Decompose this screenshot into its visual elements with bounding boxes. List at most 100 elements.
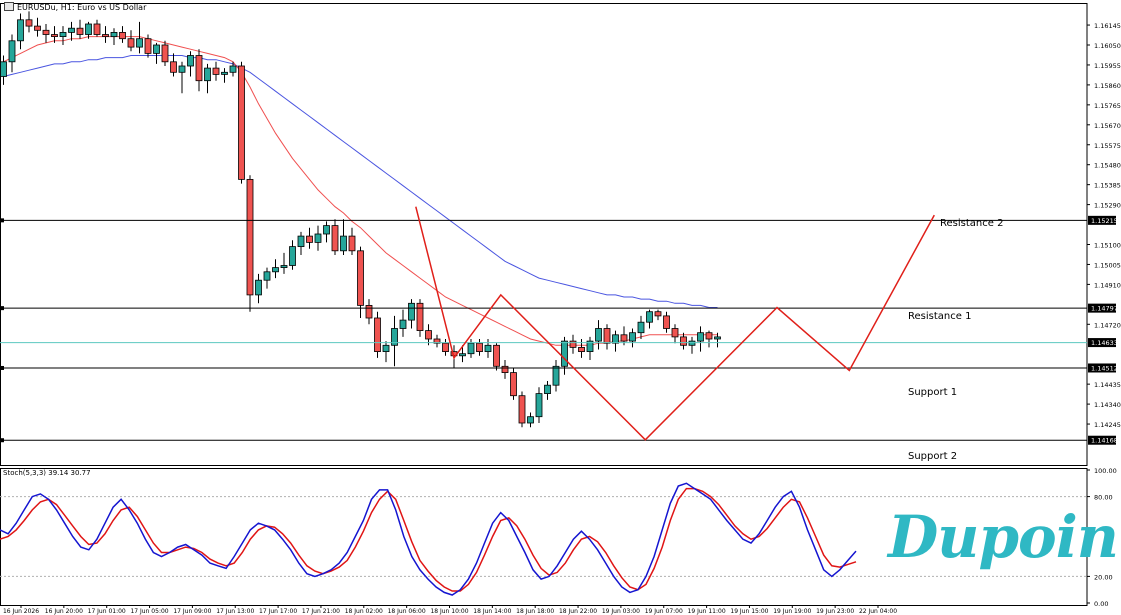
price-tick-label: 1.14245 <box>1094 421 1121 429</box>
candle-body <box>280 265 288 268</box>
candle-body <box>110 32 118 38</box>
candle-body <box>620 334 628 342</box>
candle-body <box>612 334 619 344</box>
candle-body <box>297 235 305 248</box>
candle <box>442 339 449 356</box>
symbol-title: EURUSDu, H1: Euro vs US Dollar <box>17 3 147 12</box>
candle <box>289 240 296 270</box>
price-badge-label: 1.15215 <box>1091 217 1118 225</box>
candle-body <box>102 34 109 37</box>
time-axis: 16 Jun 2026 16 Jun 20:00 17 Jun 01:00 17 Ju… <box>3 605 897 615</box>
candle-body <box>153 44 160 54</box>
candle-body <box>263 271 271 281</box>
candle <box>603 324 611 350</box>
candle <box>25 11 33 33</box>
candle-body <box>654 311 662 317</box>
candle-body <box>25 19 33 27</box>
ma-slow-line <box>3 55 718 308</box>
candle <box>8 34 16 73</box>
stoch-tick-label: 80.00 <box>1094 494 1113 502</box>
candle-body <box>34 25 41 31</box>
price-badge-label: 1.14512 <box>1091 364 1118 372</box>
candle-body <box>51 34 58 37</box>
resistance-2-label: Resistance 2 <box>940 218 1004 229</box>
candle <box>535 387 543 423</box>
candle-body <box>680 336 687 346</box>
candle <box>340 219 347 255</box>
price-badge-label: 1.14168 <box>1091 437 1118 445</box>
candle <box>552 360 560 392</box>
candle <box>0 55 7 85</box>
price-tick-label: 1.14720 <box>1094 321 1121 329</box>
candle-body <box>646 311 653 323</box>
candle <box>569 334 577 354</box>
candle-body <box>688 340 696 346</box>
candle-body <box>93 23 101 35</box>
candle-body <box>59 32 67 38</box>
candle-body <box>340 235 347 252</box>
projection-path <box>415 206 935 441</box>
support-2-label: Support 2 <box>908 451 958 462</box>
candle-body <box>204 67 211 82</box>
candle <box>314 225 322 251</box>
stoch-panel-frame <box>0 468 1088 606</box>
candle <box>85 21 92 39</box>
time-tick-label: 17 Jun 05:00 <box>130 608 168 615</box>
time-tick-label: 19 Jun 11:00 <box>688 608 726 615</box>
candle-body <box>510 372 517 397</box>
candle-body <box>586 340 594 353</box>
candle-body <box>518 395 526 424</box>
candle-body <box>289 246 296 266</box>
time-tick-label: 18 Jun 18:00 <box>516 608 554 615</box>
price-tick-label: 1.15670 <box>1094 122 1121 130</box>
candle <box>425 324 432 346</box>
price-tick-label: 1.15860 <box>1094 82 1121 90</box>
time-tick-label: 16 Jun 20:00 <box>45 608 83 615</box>
time-tick-label: 17 Jun 17:00 <box>259 608 297 615</box>
resistance-1-label: Resistance 1 <box>908 311 972 322</box>
price-tick-label: 1.14910 <box>1094 281 1121 289</box>
candle <box>221 68 228 83</box>
price-tick-label: 1.16050 <box>1094 42 1121 50</box>
time-tick-label: 19 Jun 15:00 <box>730 608 768 615</box>
price-badge <box>1088 338 1116 348</box>
candle <box>136 21 143 54</box>
price-badge-label: 1.14797 <box>1091 305 1118 313</box>
candle <box>280 252 288 274</box>
candle <box>493 343 500 371</box>
candle-body <box>68 27 75 33</box>
level-anchor <box>0 365 4 370</box>
time-tick-label: 17 Jun 01:00 <box>88 608 126 615</box>
candle-body <box>136 38 143 48</box>
candle <box>51 26 58 43</box>
price-tick-label: 1.15005 <box>1094 261 1121 269</box>
candle <box>17 13 24 50</box>
candle <box>391 315 398 367</box>
price-tick-label: 1.14340 <box>1094 401 1121 409</box>
candle-body <box>365 304 373 319</box>
candle-body <box>221 71 228 75</box>
level-anchor <box>0 438 4 443</box>
candle-body <box>323 225 330 235</box>
price-badge <box>1088 215 1116 225</box>
candle-body <box>425 330 432 340</box>
time-tick-label: 19 Jun 07:00 <box>645 608 683 615</box>
candle-body <box>255 279 262 296</box>
candle <box>484 339 492 358</box>
candle <box>348 227 356 255</box>
support-1-label: Support 1 <box>908 387 958 398</box>
candle-body <box>399 319 407 329</box>
candle-body <box>119 32 126 40</box>
time-tick-label: 18 Jun 10:00 <box>430 608 468 615</box>
candle <box>399 309 407 337</box>
price-badge <box>1088 435 1116 445</box>
candle-body <box>178 65 186 73</box>
time-tick-label: 17 Jun 21:00 <box>302 608 340 615</box>
symbol-menu-icon[interactable] <box>4 2 14 11</box>
candle-body <box>229 65 237 73</box>
candle <box>178 61 186 94</box>
candle-body <box>603 328 611 344</box>
price-tick-label: 1.15765 <box>1094 102 1121 110</box>
candles <box>0 11 721 428</box>
